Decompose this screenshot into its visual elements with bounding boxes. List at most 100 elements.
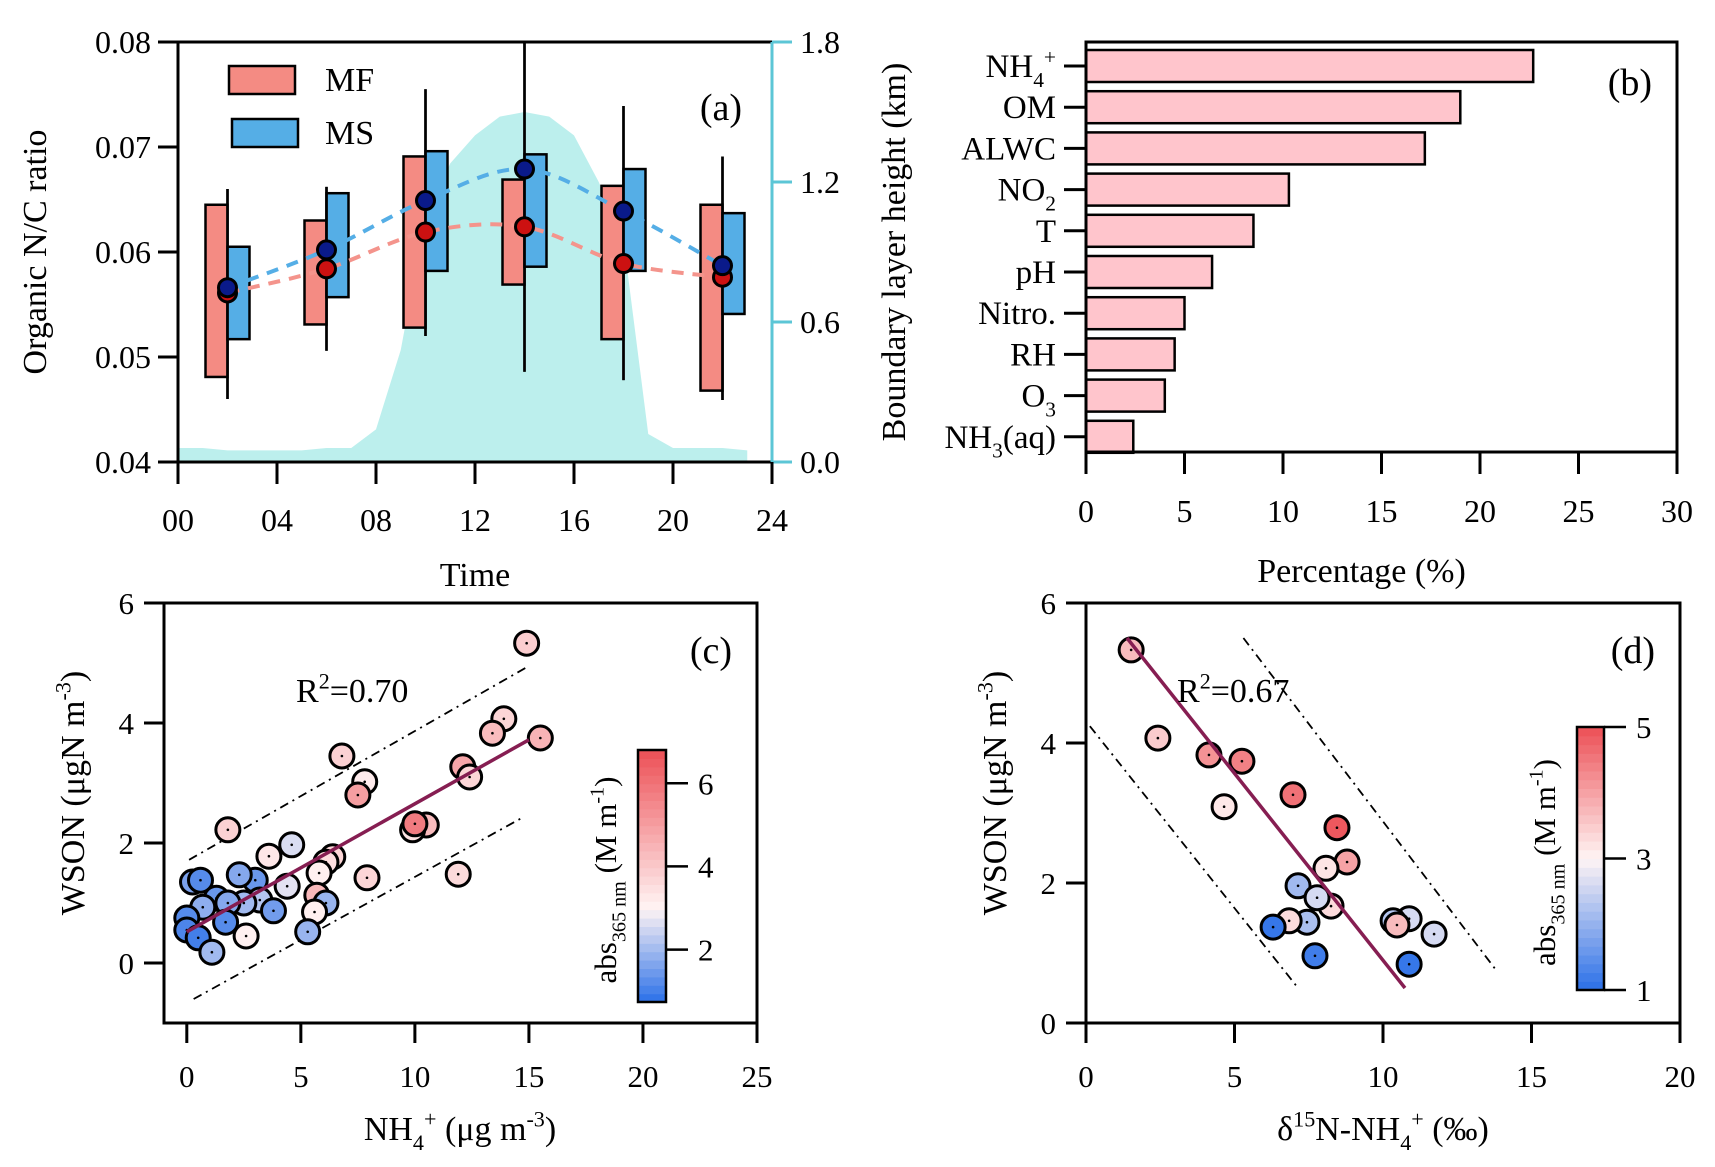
ms-mean-point <box>514 158 535 180</box>
legend-swatch-ms <box>230 117 300 149</box>
y-tick-label: 2 <box>119 826 135 861</box>
x-tick-label: 20 <box>627 1059 658 1094</box>
x-tick-label: 0 <box>1078 493 1094 529</box>
category-label: RH <box>1010 337 1056 373</box>
y-axis-title: WSON (μgN m-3) <box>50 671 92 915</box>
x-tick-label: 16 <box>558 502 590 538</box>
x-tick-label: 12 <box>459 502 491 538</box>
x-tick-label: 20 <box>1665 1059 1696 1094</box>
ms-mean-point <box>415 190 436 212</box>
data-point-center <box>290 843 294 847</box>
x-tick-label: 30 <box>1661 493 1693 529</box>
bar <box>1084 172 1291 207</box>
colorbar: 1 3 5 abs365 nm (M m-1) <box>1526 710 1652 1008</box>
y-tick-label: 0.07 <box>95 129 151 165</box>
colorbar-segment <box>638 783 666 793</box>
data-point-center <box>1129 648 1133 652</box>
colorbar-segment <box>638 884 666 894</box>
data-point-center <box>196 936 200 940</box>
colorbar-segment <box>1577 876 1604 886</box>
data-point-center <box>491 731 494 735</box>
legend-swatch-mf <box>227 64 297 96</box>
x-tick-label: 0 <box>179 1059 195 1094</box>
y-tick-label: 4 <box>1041 726 1057 761</box>
data-point-center <box>1207 753 1211 757</box>
data-point-center <box>356 793 360 797</box>
colorbar-segment <box>638 766 666 776</box>
x-tick-label: 15 <box>1366 493 1398 529</box>
data-point-center <box>1313 954 1317 958</box>
colorbar-segment <box>1577 902 1604 912</box>
plot-frame <box>162 601 759 1025</box>
colorbar-segment <box>1577 858 1604 868</box>
y-tick-label: 4 <box>119 706 135 741</box>
colorbar-segment <box>1577 946 1604 956</box>
data-point-center <box>1315 896 1319 899</box>
x-axis-title: δ15N-NH4+ (‰) <box>1277 1106 1489 1155</box>
regression-line <box>1125 636 1407 990</box>
x-tick-label: 5 <box>1227 1059 1243 1094</box>
x-tick-label: 10 <box>399 1059 430 1094</box>
colorbar-segment <box>1577 797 1604 807</box>
data-point-center <box>468 775 471 779</box>
colorbar-segment <box>638 834 666 843</box>
colorbar-segment <box>1577 779 1604 789</box>
x-tick-label: 10 <box>1267 493 1299 529</box>
data-point-center <box>1222 805 1226 808</box>
colorbar-segment <box>638 775 666 785</box>
colorbar-segment <box>638 859 666 869</box>
colorbar-segment <box>1577 840 1604 851</box>
data-point-center <box>525 641 528 645</box>
ms-mean-point <box>712 255 733 277</box>
category-label: NH3(aq) <box>944 420 1056 463</box>
x-tick-label: 15 <box>513 1059 544 1094</box>
colorbar-segment <box>638 985 666 995</box>
colorbar-segment <box>1577 981 1604 991</box>
mf-mean-point <box>415 221 436 243</box>
colorbar-tick-label: 2 <box>698 933 714 968</box>
colorbar-segment <box>1577 972 1604 982</box>
data-point-center <box>226 901 230 905</box>
x-tick-label: 04 <box>261 502 293 538</box>
x-tick-label: 10 <box>1368 1059 1399 1094</box>
colorbar-segment <box>638 909 666 919</box>
colorbar-segment <box>1577 753 1604 763</box>
data-point-center <box>1240 759 1244 763</box>
y2-tick-label: 0.6 <box>800 304 840 340</box>
bar <box>1084 48 1535 84</box>
y2-axis-title: Boundary layer height (km) <box>876 63 913 442</box>
category-label: NO2 <box>998 173 1056 216</box>
colorbar-segment <box>638 934 666 944</box>
colorbar-segment <box>638 825 666 835</box>
data-point-center <box>456 872 460 876</box>
x-tick-label: 20 <box>657 502 689 538</box>
ms-mean-line <box>226 167 724 290</box>
colorbar-segment <box>638 808 666 818</box>
colorbar-frame <box>636 748 668 1004</box>
colorbar-segment <box>638 892 666 902</box>
colorbar-segment <box>638 993 666 1003</box>
category-label: NH4+ <box>986 45 1056 92</box>
colorbar-segment <box>1577 735 1604 746</box>
x-axis-title: Percentage (%) <box>1257 553 1466 590</box>
data-point-center <box>317 871 321 875</box>
r-squared-label: R2=0.67 <box>1177 668 1289 710</box>
colorbar-tick-label: 4 <box>698 849 714 884</box>
mf-mean-point <box>514 216 535 238</box>
y-tick-label: 0.06 <box>95 234 151 270</box>
data-point-center <box>237 873 241 877</box>
box-mf <box>699 203 724 392</box>
colorbar-segment <box>1577 788 1604 798</box>
colorbar-segment <box>1577 814 1604 825</box>
colorbar-segment <box>638 817 666 827</box>
colorbar-segment <box>638 901 666 911</box>
category-label: ALWC <box>961 131 1056 167</box>
colorbar-segment <box>638 926 666 936</box>
colorbar-segment <box>638 951 666 961</box>
panel-label: (a) <box>700 87 742 129</box>
legend-label-mf: MF <box>325 62 374 99</box>
prediction-bound-upper <box>1242 637 1497 971</box>
data-point-center <box>363 780 367 784</box>
